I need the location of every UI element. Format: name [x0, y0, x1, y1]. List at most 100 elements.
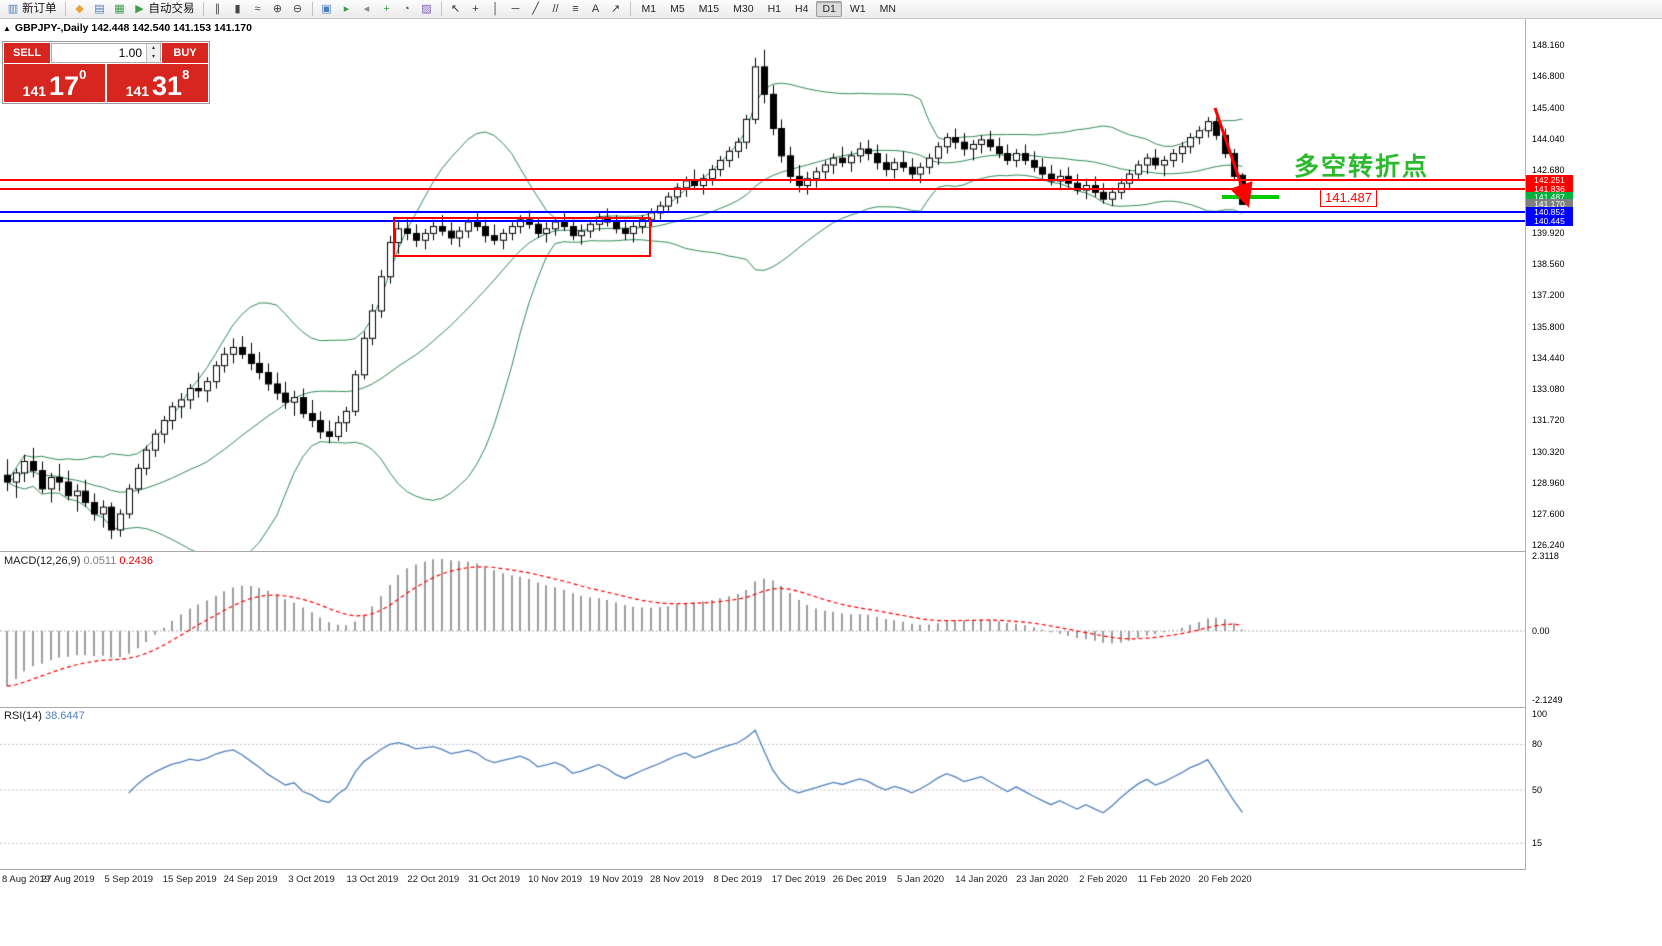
price-tick: 128.960: [1532, 478, 1565, 488]
timeframe-button-mn[interactable]: MN: [879, 3, 896, 15]
zoom-out-icon[interactable]: ⊖: [289, 1, 307, 17]
buy-button[interactable]: BUY: [162, 43, 208, 63]
price-callout-label[interactable]: 141.487: [1320, 189, 1377, 207]
vertical-line-icon[interactable]: │: [487, 1, 505, 17]
crosshair-icon[interactable]: +: [467, 1, 485, 17]
autotrading-button[interactable]: ▶ 自动交易: [131, 1, 198, 17]
timeframe-button-w1[interactable]: W1: [849, 3, 866, 15]
timeframe-button-m1[interactable]: M1: [641, 3, 657, 15]
toolbar-separator: [202, 2, 204, 16]
rsi-scale-tick: 80: [1532, 739, 1543, 749]
candlestick-chart-icon: ▮: [234, 3, 241, 15]
date-label: 28 Nov 2019: [649, 874, 704, 885]
price-tick: 133.080: [1532, 384, 1565, 394]
indicators-icon[interactable]: +: [378, 1, 396, 17]
tile-windows-icon[interactable]: ▣: [318, 1, 336, 17]
bar-chart-icon[interactable]: ∥: [209, 1, 227, 17]
price-tick: 131.720: [1532, 415, 1565, 425]
text-icon[interactable]: A: [587, 1, 605, 17]
data-window-icon: ▦: [114, 3, 125, 15]
buy-price-display[interactable]: 141 31 8: [107, 64, 208, 102]
date-label: 23 Jan 2020: [1016, 874, 1069, 885]
candlestick-chart-icon[interactable]: ▮: [229, 1, 247, 17]
chart-shift-icon[interactable]: ◂: [358, 1, 376, 17]
auto-scroll-icon[interactable]: ▸: [338, 1, 356, 17]
price-scale[interactable]: 148.160 146.800 145.400 144.040 142.680 139.9…: [1525, 19, 1662, 870]
timeframe-button-m30[interactable]: M30: [733, 3, 754, 15]
rsi-indicator-label: RSI(14) 38.6447: [4, 710, 85, 722]
horizontal-line-icon: ─: [511, 3, 520, 15]
trendline-icon: ╱: [532, 3, 539, 15]
megaphone-icon[interactable]: ◆: [71, 1, 89, 17]
date-label: 10 Nov 2019: [528, 874, 583, 885]
line-chart-icon[interactable]: ≈: [249, 1, 267, 17]
timeframe-button-d1[interactable]: D1: [816, 1, 842, 17]
zoom-in-icon[interactable]: ⊕: [269, 1, 287, 17]
main-toolbar: ▥ 新订单 ◆ ▤ ▦ ▶ 自动交易 ∥ ▮ ≈ ⊕ ⊖ ▣ ▸ ◂ + ◔ ▨ ↖ + │ ─ ╱ // ≡ A ↗ M1 M5 M15…: [0, 0, 1662, 19]
fibonacci-icon[interactable]: ≡: [567, 1, 585, 17]
price-tick: 145.400: [1532, 103, 1565, 113]
templates-icon: ▨: [421, 3, 432, 15]
buy-price-pips: 31: [152, 71, 183, 101]
date-label: 2 Feb 2020: [1079, 874, 1128, 885]
cursor-icon[interactable]: ↖: [447, 1, 465, 17]
time-axis[interactable]: 8 Aug 2019 27 Aug 2019 5 Sep 2019 15 Sep 20…: [0, 870, 1525, 890]
date-label: 14 Jan 2020: [955, 874, 1008, 885]
templates-icon[interactable]: ▨: [418, 1, 436, 17]
arrow-tools-icon[interactable]: ↗: [607, 1, 625, 17]
bar-chart-icon: ∥: [214, 3, 221, 15]
resistance-line-upper[interactable]: [0, 179, 1525, 181]
support-line-lower[interactable]: [0, 220, 1525, 222]
date-label: 8 Dec 2019: [713, 874, 763, 885]
consolidation-rectangle[interactable]: [393, 217, 651, 257]
panel-divider-rsi[interactable]: [0, 707, 1662, 708]
date-label: 13 Oct 2019: [346, 874, 399, 885]
channel-icon[interactable]: //: [547, 1, 565, 17]
volume-stepper: ▴ ▾: [51, 43, 161, 63]
turning-point-label[interactable]: 多空转折点: [1294, 153, 1430, 181]
data-window-icon[interactable]: ▦: [111, 1, 129, 17]
auto-scroll-icon: ▸: [343, 3, 350, 15]
market-watch-icon: ▤: [94, 3, 105, 15]
price-tick: 146.800: [1532, 71, 1565, 81]
rsi-scale-tick: 100: [1532, 709, 1548, 719]
sell-button[interactable]: SELL: [4, 43, 50, 63]
market-watch-icon[interactable]: ▤: [91, 1, 109, 17]
down-arrow-annotation[interactable]: [1205, 102, 1265, 217]
volume-input[interactable]: [52, 44, 146, 62]
chart-title-text: GBPJPY-,Daily 142.448 142.540 141.153 14…: [14, 22, 252, 34]
timeframe-button-m15[interactable]: M15: [698, 3, 720, 15]
sell-price-display[interactable]: 141 17 0: [4, 64, 105, 102]
price-tick: 134.440: [1532, 353, 1565, 363]
new-order-button[interactable]: ▥ 新订单: [4, 1, 60, 17]
price-tick: 135.800: [1532, 322, 1565, 332]
price-tick: 127.600: [1532, 509, 1565, 519]
resistance-line-lower[interactable]: [0, 188, 1525, 190]
trendline-icon[interactable]: ╱: [527, 1, 545, 17]
arrow-tools-icon: ↗: [610, 3, 621, 15]
rsi-scale-tick: 50: [1532, 785, 1543, 795]
chart-title: ▲ GBPJPY-,Daily 142.448 142.540 141.153 1…: [3, 22, 252, 34]
periods-icon[interactable]: ◔: [398, 1, 416, 17]
price-level-label: 141.170: [1526, 199, 1573, 209]
new-order-icon: ▥: [7, 3, 19, 15]
macd-scale-tick: 0.00: [1532, 626, 1550, 636]
volume-up-icon[interactable]: ▴: [147, 44, 160, 53]
support-line-upper[interactable]: [0, 211, 1525, 213]
timeframe-button-h4[interactable]: H4: [795, 3, 809, 15]
chart-shift-icon: ◂: [363, 3, 370, 15]
timeframe-button-m5[interactable]: M5: [670, 3, 685, 15]
date-label: 20 Feb 2020: [1198, 874, 1252, 885]
price-tick: 142.680: [1532, 165, 1565, 175]
horizontal-line-icon[interactable]: ─: [507, 1, 525, 17]
panel-divider-macd[interactable]: [0, 551, 1662, 552]
price-level-label: 141.836: [1526, 184, 1573, 194]
timeframe-button-h1[interactable]: H1: [767, 3, 781, 15]
date-label: 19 Nov 2019: [589, 874, 643, 885]
toolbar-separator: [440, 2, 442, 16]
volume-down-icon[interactable]: ▾: [147, 53, 160, 62]
price-chart-canvas[interactable]: [0, 19, 1525, 870]
panel-toggle-icon[interactable]: ▲: [3, 24, 11, 33]
fibonacci-icon: ≡: [572, 3, 579, 15]
